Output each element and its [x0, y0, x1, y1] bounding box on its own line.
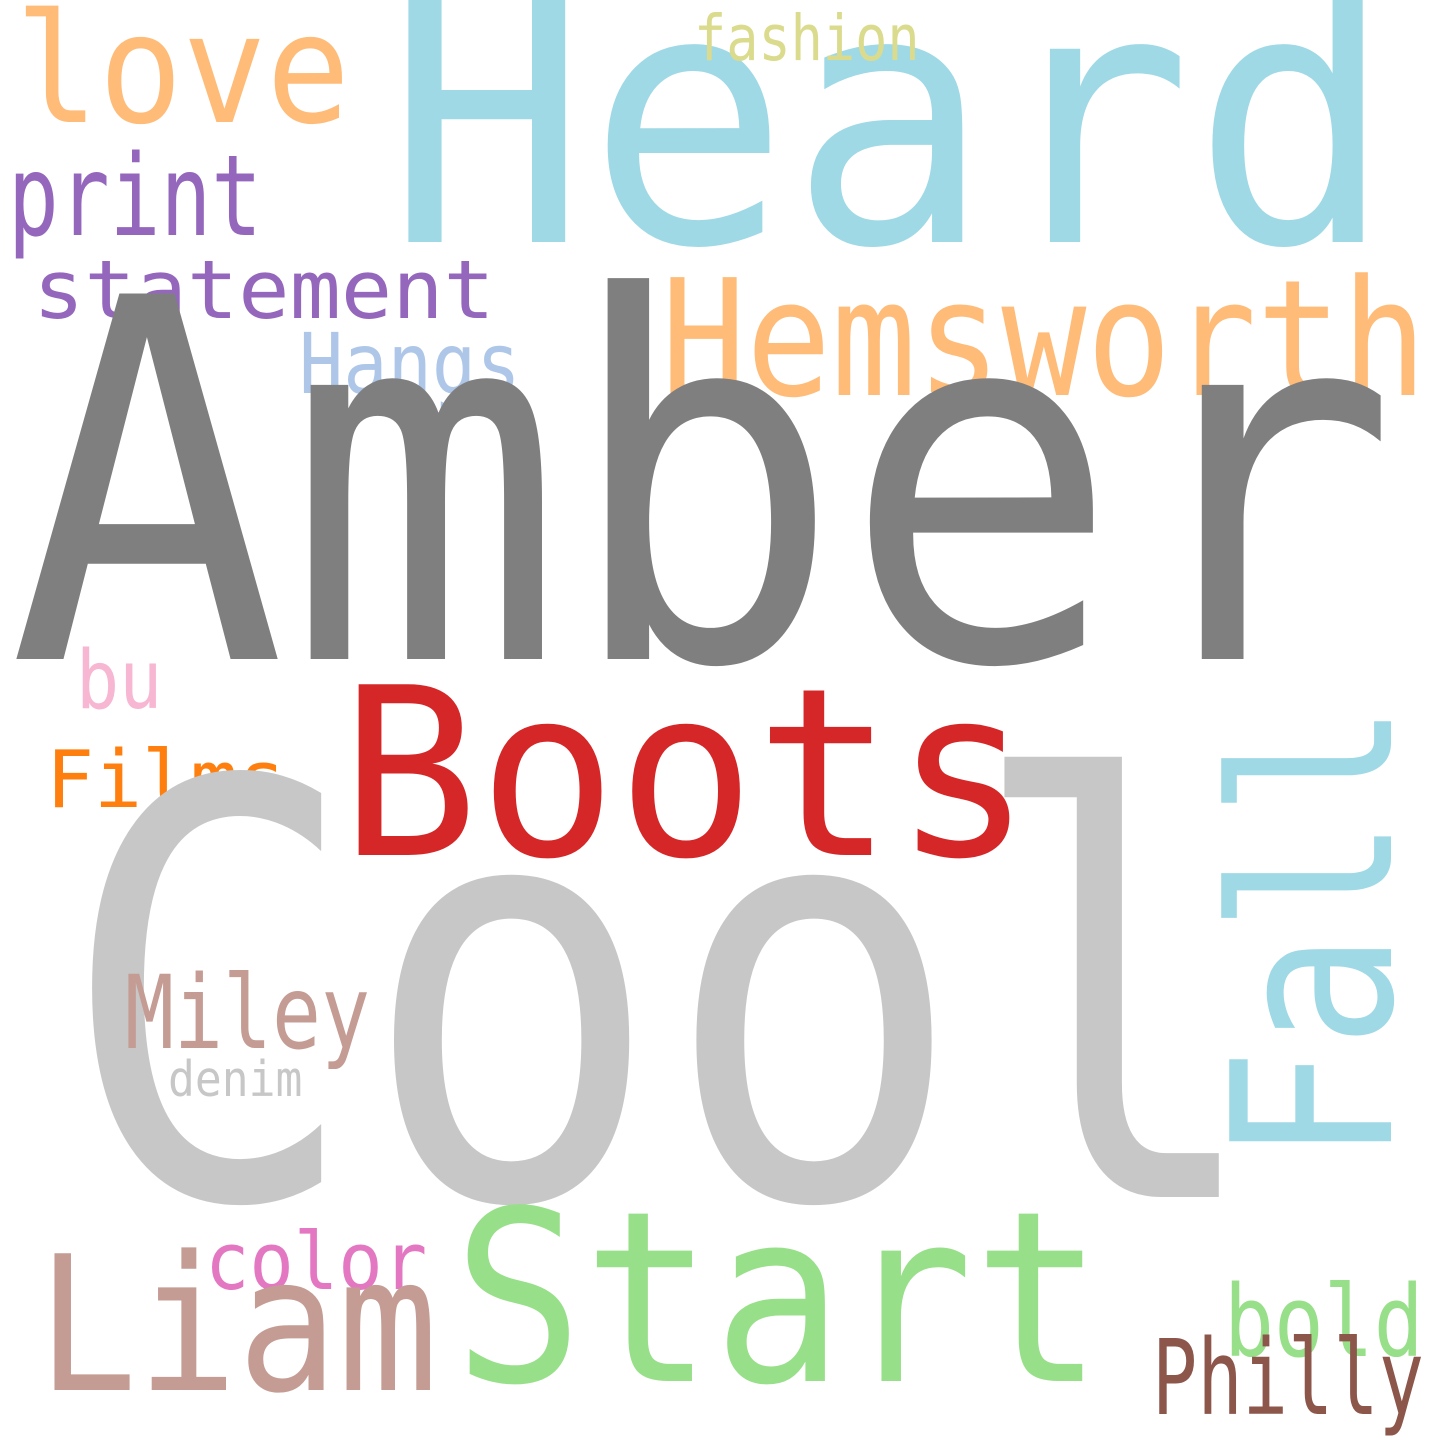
word-heard: Heard: [386, 0, 1394, 327]
word-start: Start: [453, 1161, 1104, 1439]
word-boots: Boots: [340, 638, 1033, 911]
word-hemsworth: Hemsworth: [661, 245, 1427, 434]
word-films: Films: [46, 732, 287, 826]
word-liam: Liam: [37, 1217, 438, 1436]
word-cool: Cool: [58, 663, 1268, 1334]
word-statement: statement: [33, 244, 495, 339]
word-philly: Philly: [1152, 1317, 1425, 1440]
word-bold: bold: [1224, 1265, 1424, 1381]
word-color: color: [205, 1214, 428, 1308]
word-bu: bu: [76, 634, 163, 729]
word-amber: Amber: [8, 194, 1399, 778]
word-denim: denim: [168, 1050, 303, 1109]
word-miley: Miley: [125, 953, 371, 1072]
word-love: love: [15, 0, 351, 158]
word-print: print: [8, 131, 263, 262]
word-hangs: Hangs: [299, 314, 521, 413]
word-fashion: fashion: [694, 1, 920, 75]
